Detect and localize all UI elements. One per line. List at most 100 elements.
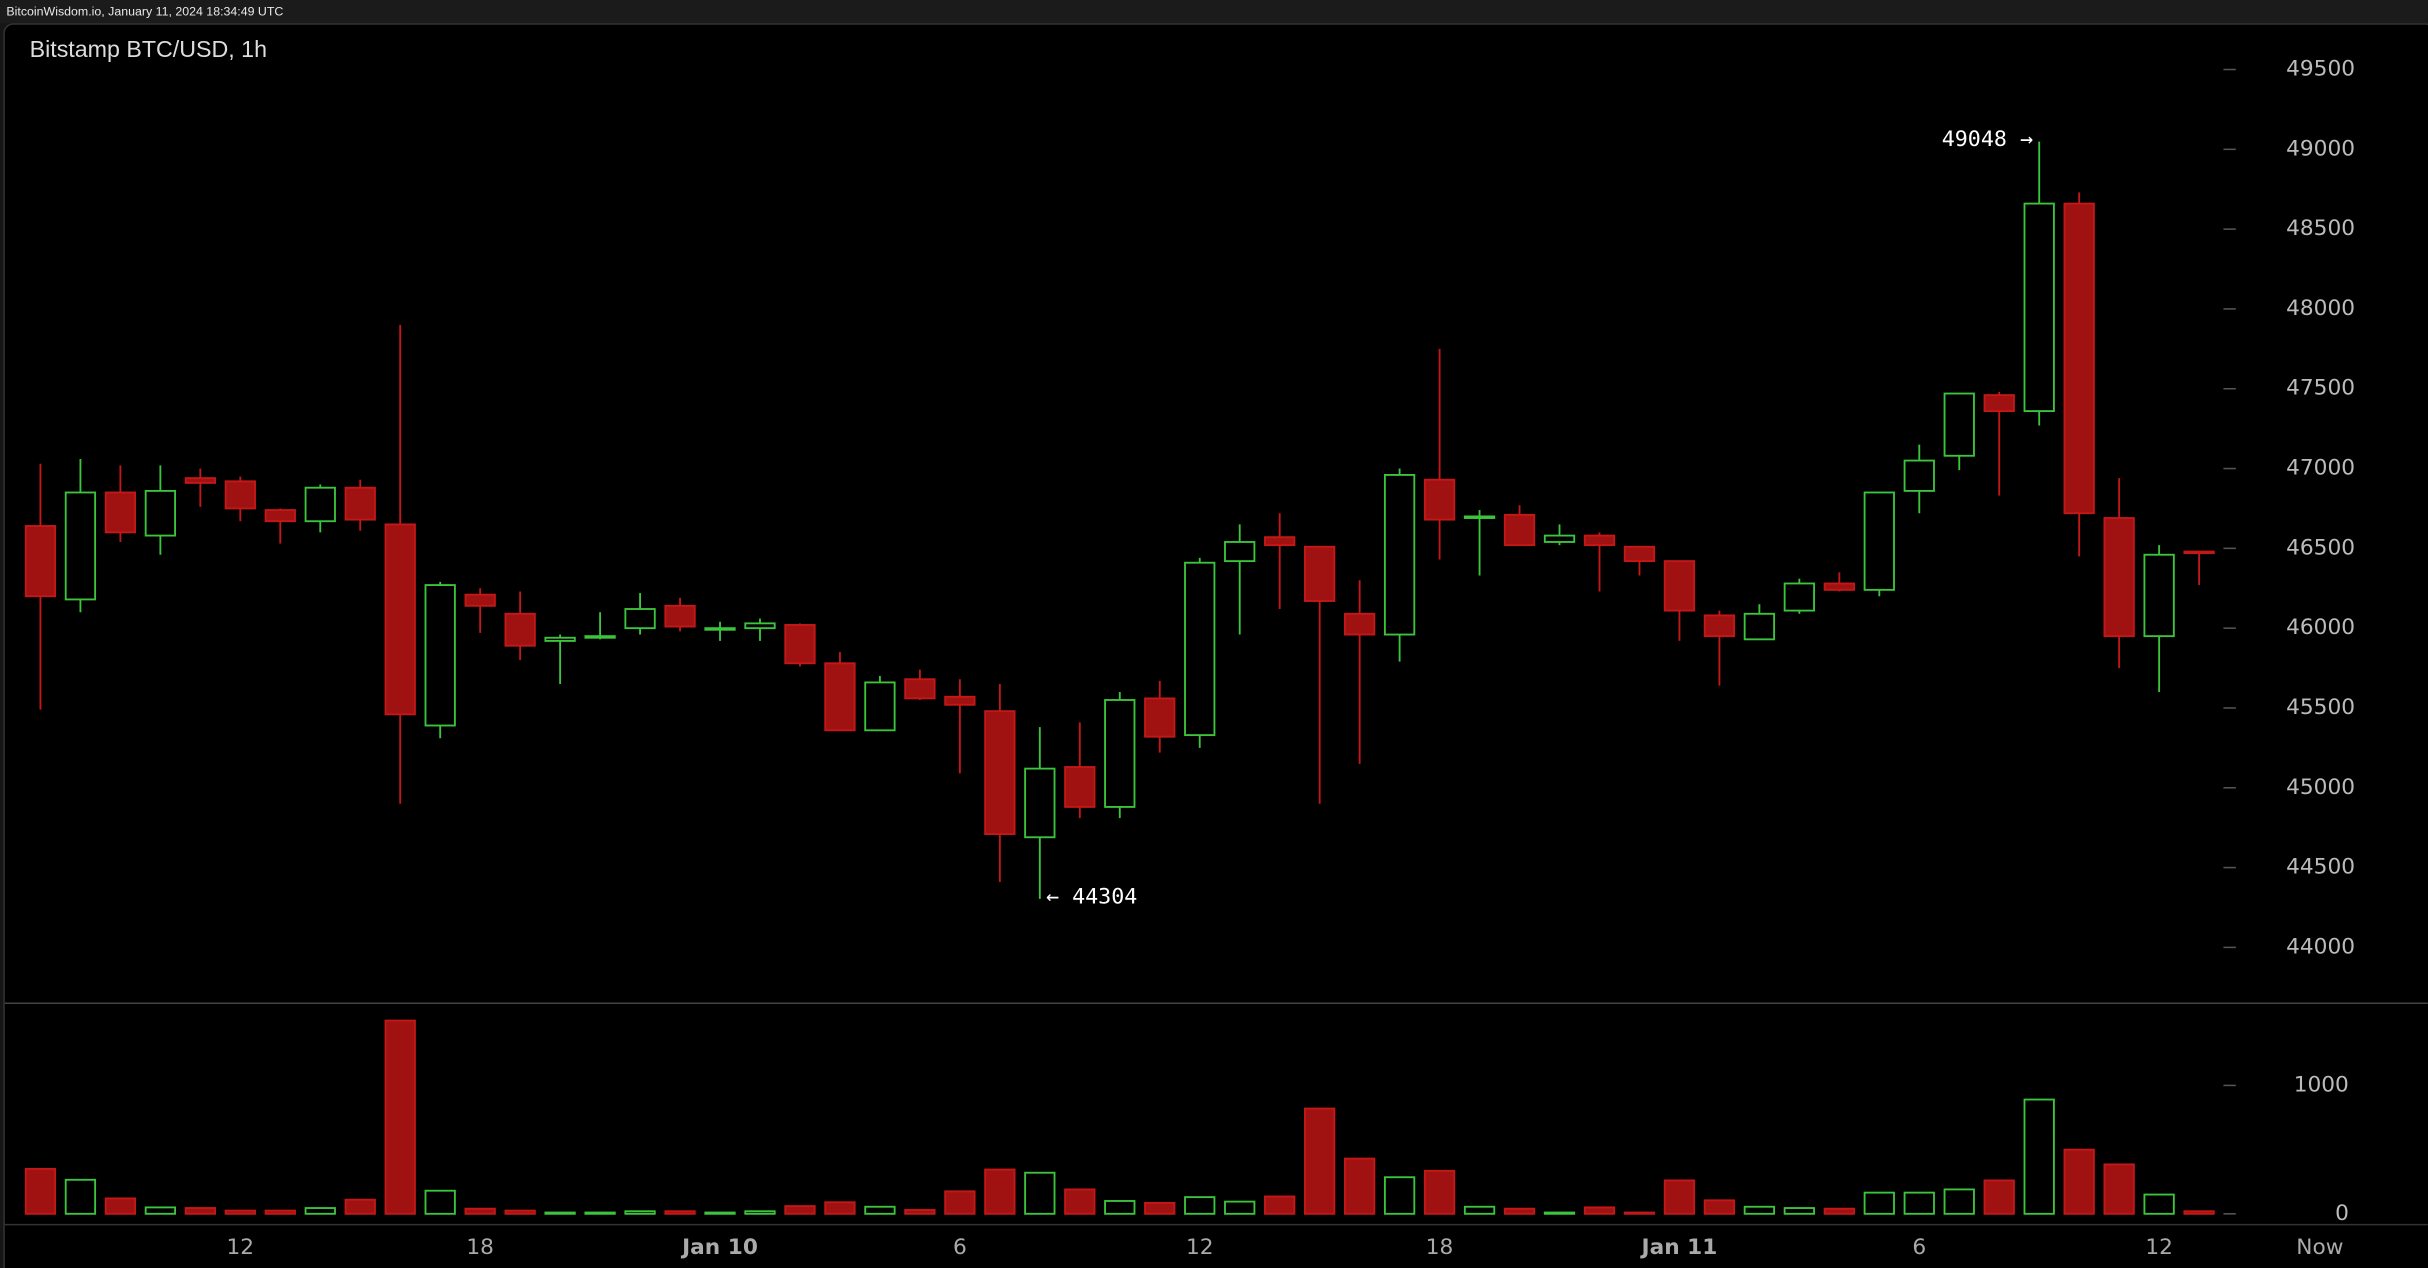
volume-bar (1503, 1207, 1536, 1215)
volume-bar (2023, 1098, 2055, 1215)
candle-body (1943, 392, 1975, 457)
x-tick-label: 12 (227, 1235, 255, 1260)
volume-bar (64, 1178, 97, 1215)
candle-body (2063, 202, 2095, 515)
volume-bar (144, 1206, 177, 1215)
y-tick-label: 45000 (2286, 775, 2355, 800)
candle-body (944, 695, 976, 706)
candle-body (1463, 515, 1496, 519)
y-tick-label: 45500 (2286, 695, 2355, 720)
volume-bar (2143, 1193, 2175, 1215)
candle-body (744, 622, 776, 630)
volume-bar (504, 1209, 536, 1215)
volume-bar (2063, 1148, 2095, 1215)
volume-bar (344, 1198, 376, 1215)
volume-bar (1104, 1200, 1136, 1215)
candle-body (544, 636, 576, 642)
volume-bar (2183, 1210, 2215, 1215)
candle-body (1903, 459, 1935, 492)
y-tick-label: 44500 (2286, 855, 2355, 880)
volume-bar (984, 1168, 1016, 1215)
candle-body (1144, 697, 1176, 738)
candle-body (24, 525, 57, 598)
candle-body (1703, 614, 1736, 638)
volume-bar (1463, 1205, 1496, 1215)
candle-body (1743, 612, 1776, 641)
candle-body (1423, 478, 1456, 521)
x-tick-label: 18 (1426, 1235, 1454, 1260)
volume-bar (1024, 1171, 1056, 1215)
header: BitcoinWisdom.io, January 11, 2024 18:34… (6, 5, 283, 19)
volume-bar (1863, 1191, 1895, 1215)
y-tick-label: 46000 (2286, 615, 2355, 640)
volume-bar (1583, 1206, 1616, 1215)
volume-bar (424, 1189, 456, 1215)
y-tick-label: 48000 (2286, 296, 2355, 321)
y-tick-label: 47000 (2286, 456, 2355, 481)
x-tick-label: Jan 10 (680, 1235, 758, 1260)
y-tick-label: 44000 (2286, 934, 2355, 959)
volume-bar (904, 1209, 936, 1215)
volume-bar (1663, 1179, 1696, 1215)
candle-body (1823, 582, 1855, 591)
candle-body (824, 662, 856, 732)
candle-body (904, 678, 936, 700)
volume-bar (24, 1167, 57, 1215)
candle-body (1024, 767, 1056, 839)
candle-body (144, 489, 177, 537)
candle-body (784, 624, 816, 665)
candle-body (64, 491, 97, 601)
y-tick-label: 49000 (2286, 136, 2355, 161)
candle-body (104, 491, 137, 534)
volume-bar (184, 1207, 216, 1215)
candle-body (184, 477, 216, 484)
x-tick-label: 6 (1912, 1235, 1926, 1260)
volume-bar (944, 1190, 976, 1215)
candle-body (1184, 561, 1216, 737)
volume-bar (664, 1210, 696, 1215)
volume-bar (1423, 1169, 1456, 1215)
volume-bar (1983, 1179, 2015, 1215)
volume-bar (1144, 1201, 1176, 1215)
volume-bar (1304, 1107, 1336, 1215)
volume-bar (304, 1207, 336, 1215)
volume-bar (584, 1211, 616, 1215)
volume-bar (704, 1211, 736, 1215)
now-label: Now (2296, 1235, 2343, 1260)
candle-body (1863, 491, 1895, 591)
volume-bar (544, 1211, 576, 1215)
candle-body (2143, 553, 2175, 638)
volume-bar (1903, 1191, 1935, 1215)
candle-body (1383, 474, 1416, 636)
volume-bar (224, 1209, 256, 1215)
volume-bar (824, 1201, 856, 1215)
candle-body (1304, 545, 1336, 602)
candle-body (1543, 534, 1576, 543)
volume-bar (1224, 1200, 1256, 1215)
candle-body (304, 486, 336, 523)
candle-body (1623, 545, 1656, 563)
volume-bar (1623, 1211, 1656, 1215)
candle-body (1343, 612, 1376, 636)
candle-body (584, 635, 616, 639)
volume-tick-label: 0 (2335, 1201, 2349, 1226)
candle-body (1264, 536, 1296, 547)
volume-bar (624, 1210, 656, 1215)
candle-body (224, 480, 256, 510)
y-tick-label: 48500 (2286, 216, 2355, 241)
x-tick-label: Jan 11 (1640, 1235, 1718, 1260)
annotation: 49048 → (1942, 127, 2033, 152)
volume-bar (1943, 1188, 1975, 1215)
candle-body (2183, 550, 2215, 555)
x-tick-label: 18 (466, 1235, 494, 1260)
volume-bar (1703, 1199, 1736, 1215)
y-tick-label: 47500 (2286, 376, 2355, 401)
volume-bar (1783, 1207, 1815, 1215)
candle-body (424, 584, 456, 727)
y-tick-label: 46500 (2286, 535, 2355, 560)
candle-body (1104, 699, 1136, 808)
volume-bar (104, 1197, 137, 1215)
volume-bar (1184, 1196, 1216, 1215)
candle-body (1663, 560, 1696, 612)
candle-body (1783, 582, 1815, 612)
